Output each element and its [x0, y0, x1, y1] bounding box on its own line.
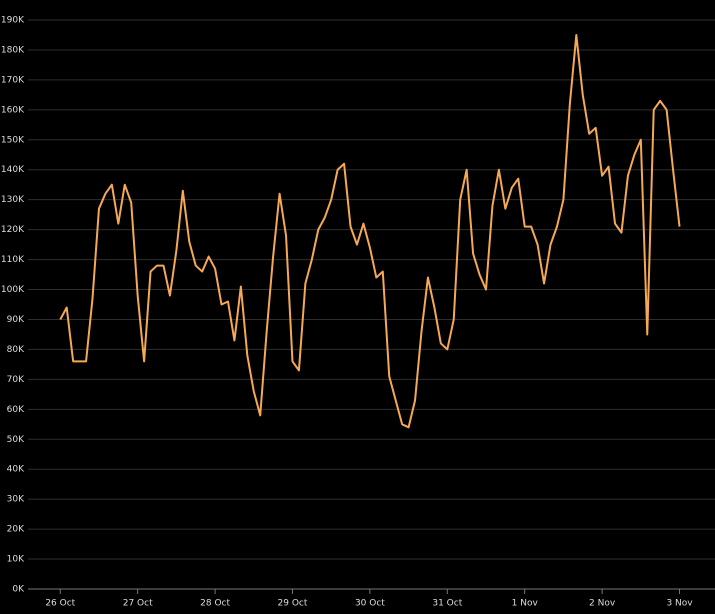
y-tick-label: 30K — [7, 495, 25, 505]
y-tick-label: 120K — [1, 225, 25, 235]
x-tick-label: 30 Oct — [355, 599, 385, 609]
x-tick-label: 28 Oct — [200, 599, 230, 609]
y-tick-label: 50K — [7, 435, 25, 445]
y-tick-label: 60K — [7, 405, 25, 415]
y-tick-label: 90K — [7, 315, 25, 325]
y-tick-label: 70K — [7, 375, 25, 385]
y-tick-label: 0K — [12, 585, 25, 595]
line — [59, 33, 681, 429]
y-tick-label: 190K — [1, 16, 25, 26]
x-tick-label: 29 Oct — [278, 599, 308, 609]
x-tick-label: 1 Nov — [512, 599, 539, 609]
x-tick-label: 31 Oct — [432, 599, 462, 609]
y-tick-label: 110K — [1, 255, 25, 265]
y-tick-label: 150K — [1, 135, 25, 145]
y-tick-label: 180K — [1, 45, 25, 55]
y-tick-label: 10K — [7, 555, 25, 565]
y-tick-label: 80K — [7, 345, 25, 355]
y-tick-label: 100K — [1, 285, 25, 295]
y-tick-label: 40K — [7, 465, 25, 475]
y-tick-label: 160K — [1, 105, 25, 115]
y-tick-label: 140K — [1, 165, 25, 175]
x-tick-label: 26 Oct — [45, 599, 75, 609]
y-tick-label: 130K — [1, 195, 25, 205]
y-tick-label: 20K — [7, 525, 25, 535]
x-tick-label: 27 Oct — [123, 599, 153, 609]
x-tick-label: 2 Nov — [589, 599, 616, 609]
x-tick-label: 3 Nov — [666, 599, 693, 609]
y-tick-label: 170K — [1, 75, 25, 85]
